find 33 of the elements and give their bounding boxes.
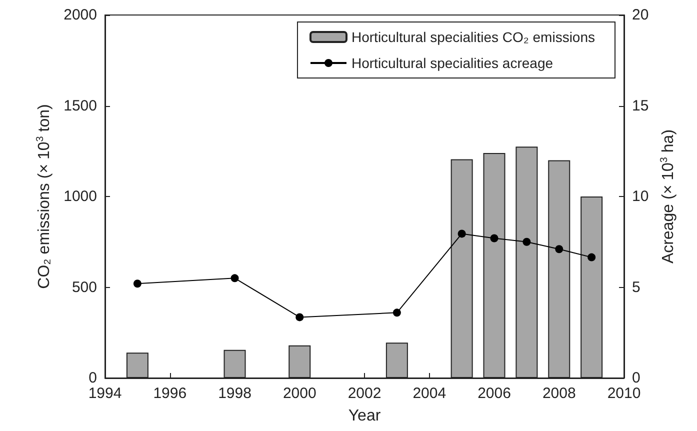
y-tick-label: 500 [72,278,97,296]
y-tick-label: 0 [88,370,97,386]
y2-tick-label: 20 [632,6,649,24]
x-tick-label: 2000 [282,385,316,402]
x-tick-label: 2008 [542,385,576,402]
x-axis-title: Year [348,408,382,424]
x-tick-label: 1998 [218,385,252,402]
y2-tick-label: 15 [632,97,649,114]
point [296,313,304,322]
point [133,280,142,288]
y-tick-label: 1500 [64,97,97,114]
point [522,238,531,246]
y-tick-label: 1000 [64,188,97,205]
x-tick-label: 2004 [412,385,446,402]
point [458,230,466,238]
x-tick-label: 2010 [607,385,641,402]
point [490,234,498,242]
y2-tick-label: 5 [632,278,640,296]
x-tick-label: 2002 [348,385,382,402]
point [555,245,564,254]
x-tick-label: 1994 [88,385,122,402]
x-tick-label: 2006 [478,385,511,402]
point [392,308,401,317]
y-axis-title: CO₂ emissions (× 103 ton) [35,104,54,289]
legend-label: Horticultural specialities acreage [351,55,554,71]
y-tick-label: 2000 [64,6,97,24]
x-tick-label: 1996 [153,385,187,402]
point [230,274,239,282]
legend-label: Horticultural specialities CO₂ emissions [351,29,596,45]
y2-axis-title: Acreage (× 103 ha) [659,129,678,264]
point [588,253,596,262]
y2-tick-label: 0 [632,370,640,386]
y2-tick-label: 10 [632,188,649,205]
